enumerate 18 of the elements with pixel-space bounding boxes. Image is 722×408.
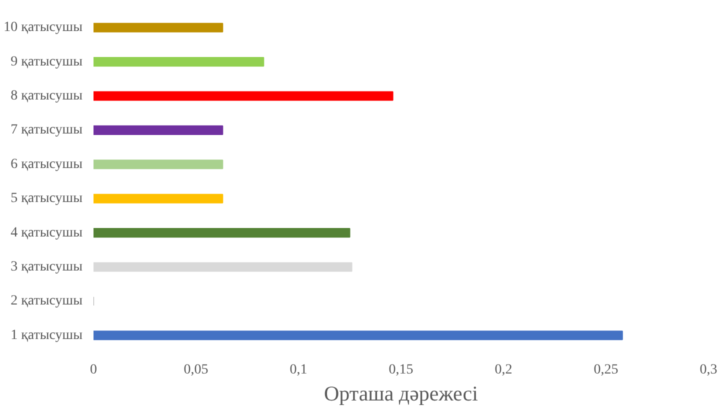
x-tick-label: 0,05 xyxy=(184,362,208,378)
y-tick-label: 5 қатысушы xyxy=(10,191,84,206)
x-tick-label: 0,25 xyxy=(594,362,618,378)
x-tick-label: 0,1 xyxy=(290,362,308,378)
x-axis-title: Орташа дәрежесі xyxy=(324,382,478,406)
x-tick-label: 0 xyxy=(90,362,97,378)
y-tick-label: 1 қатысушы xyxy=(10,328,84,343)
y-tick-label: 3 қатысушы xyxy=(10,260,84,274)
y-tick-label: 10 қатысушы xyxy=(4,20,84,36)
y-tick-label: 7 қатысушы xyxy=(10,122,84,138)
y-tick-label: 4 қатысушы xyxy=(10,225,84,240)
x-tick-label: 0,15 xyxy=(388,362,414,378)
y-tick-label: 2 қатысушы xyxy=(10,294,84,309)
x-tick-label: 0,2 xyxy=(494,362,512,378)
y-tick-label: 8 қатысушы xyxy=(10,88,84,104)
x-tick-label: 0,3 xyxy=(700,362,718,378)
y-tick-label: 9 қатысушы xyxy=(10,54,84,70)
y-tick-label: 6 қатысушы xyxy=(10,156,84,172)
